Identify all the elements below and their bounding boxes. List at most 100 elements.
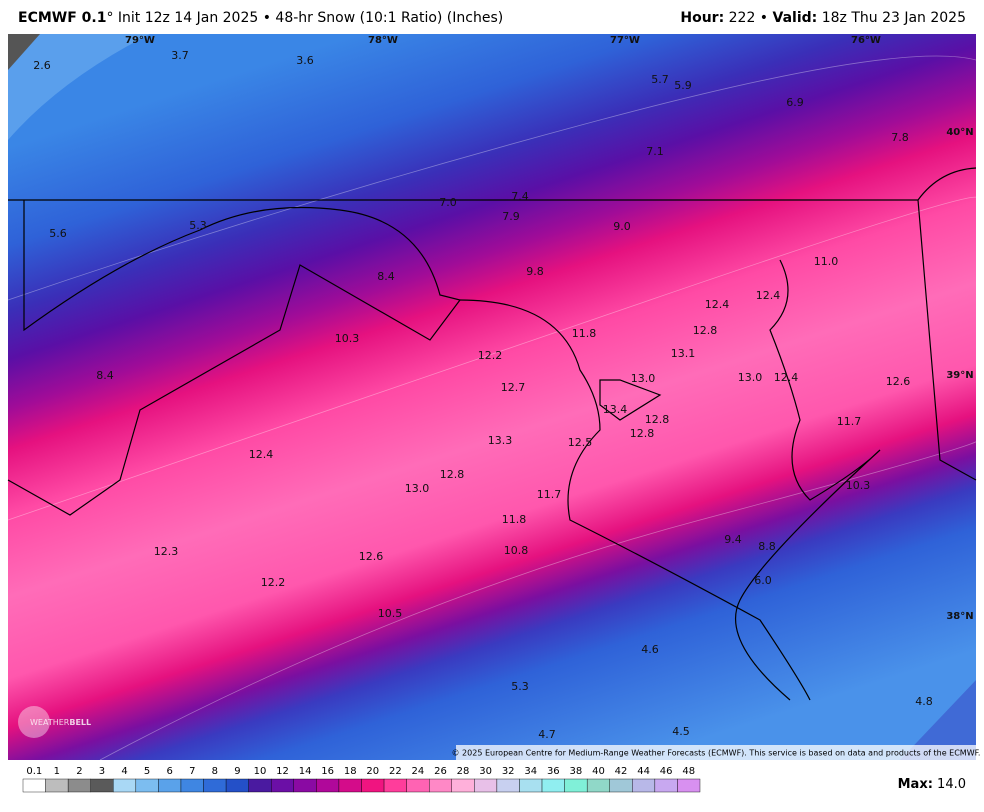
lat-label: 38°N: [946, 611, 973, 622]
snow-value: 11.7: [837, 415, 862, 428]
logo: WEATHERBELL: [30, 718, 91, 727]
colorbar-tick: 36: [547, 766, 560, 777]
snow-value: 6.0: [754, 574, 772, 587]
snow-value: 12.5: [568, 436, 593, 449]
color-swatch: [496, 778, 520, 793]
colorbar-tick: 34: [524, 766, 537, 777]
color-swatch: [22, 778, 46, 793]
color-swatch: [45, 778, 69, 793]
snow-value: 12.8: [693, 324, 718, 337]
color-swatch: [90, 778, 114, 793]
snow-value: 9.0: [613, 220, 631, 233]
colorbar-tick: 46: [660, 766, 673, 777]
lat-label: 40°N: [946, 127, 973, 138]
bay-shore: [735, 259, 881, 701]
colorbar-tick: 5: [144, 766, 150, 777]
colorbar-tick: 48: [682, 766, 695, 777]
colorbar-tick: 8: [212, 766, 218, 777]
snow-value: 12.8: [440, 468, 465, 481]
logo-part: WEATHER: [30, 718, 70, 727]
color-swatch: [451, 778, 475, 793]
snow-value: 4.8: [915, 695, 933, 708]
snow-value: 12.6: [886, 375, 911, 388]
snow-value: 4.7: [538, 728, 556, 741]
colorbar-tick: 9: [234, 766, 240, 777]
label: Valid:: [773, 10, 818, 26]
label: Max:: [898, 777, 933, 792]
lon-label: 76°W: [851, 35, 881, 46]
header-valid: Hour: 222 • Valid: 18z Thu 23 Jan 2025: [680, 10, 966, 26]
colorbar-tick: 40: [592, 766, 605, 777]
valid: 18z Thu 23 Jan 2025: [822, 10, 966, 26]
colorbar-tick: 22: [389, 766, 402, 777]
snow-value: 9.4: [724, 533, 742, 546]
snow-value: 6.9: [786, 96, 804, 109]
area: [900, 680, 976, 760]
lon-label: 77°W: [610, 35, 640, 46]
snow-value: 8.8: [758, 540, 776, 553]
color-swatch: [632, 778, 656, 793]
label: Hour:: [680, 10, 724, 26]
color-swatch: [474, 778, 498, 793]
color-swatch: [293, 778, 317, 793]
snow-value: 12.2: [478, 349, 503, 362]
snow-value: 7.4: [511, 190, 529, 203]
colorbar-tick: 42: [615, 766, 628, 777]
no-data: [8, 34, 40, 70]
map: © 2025 European Centre for Medium-Range …: [7, 34, 981, 761]
color-swatch: [135, 778, 159, 793]
snow-value: 13.3: [488, 434, 513, 447]
header-title: ECMWF 0.1° Init 12z 14 Jan 2025 • 48-hr …: [18, 10, 503, 26]
river-border: [459, 299, 811, 701]
model: ECMWF 0.1: [18, 10, 106, 26]
colorbar-tick: 4: [121, 766, 127, 777]
state-border: [8, 167, 977, 481]
color-swatch: [158, 778, 182, 793]
color-swatch: [225, 778, 249, 793]
snow-value: 4.6: [641, 643, 659, 656]
snow-value: 5.3: [511, 680, 529, 693]
snow-value: 3.7: [171, 49, 189, 62]
snow-value: 7.1: [646, 145, 664, 158]
color-swatch: [609, 778, 633, 793]
snow-value: 5.6: [49, 227, 67, 240]
snow-value: 11.8: [572, 327, 597, 340]
colorbar-tick: 10: [254, 766, 267, 777]
color-swatch: [180, 778, 204, 793]
snow-value: 5.3: [189, 219, 207, 232]
snow-value: 10.5: [378, 607, 403, 620]
colorbar-tick: 20: [366, 766, 379, 777]
color-swatch: [271, 778, 295, 793]
colorbar-tick: 2: [76, 766, 82, 777]
snow-value: 7.8: [891, 131, 909, 144]
logo-icon: [18, 706, 50, 738]
snow-value: 12.8: [645, 413, 670, 426]
colorbar-tick: 12: [276, 766, 289, 777]
colorbar-tick: 14: [299, 766, 312, 777]
snow-value: 11.8: [502, 513, 527, 526]
color-swatch: [519, 778, 543, 793]
color-swatch: [586, 778, 610, 793]
snow-value: 7.0: [439, 196, 457, 209]
colorbar-tick: 18: [344, 766, 357, 777]
lon-label: 78°W: [368, 35, 398, 46]
title: ° Init 12z 14 Jan 2025 • 48-hr Snow (10:…: [106, 10, 503, 26]
colorbar-tick: 28: [457, 766, 470, 777]
color-swatch: [248, 778, 272, 793]
snow-value: 12.4: [774, 371, 799, 384]
color-swatch: [429, 778, 452, 793]
lon-label: 79°W: [125, 35, 155, 46]
snow-value: 13.0: [631, 372, 656, 385]
snow-value: 13.0: [405, 482, 430, 495]
snow-value: 12.4: [756, 289, 781, 302]
state-border: [7, 200, 462, 516]
snow-value: 5.9: [674, 79, 692, 92]
snow-value: 5.7: [651, 73, 669, 86]
snow-value: 2.6: [33, 59, 51, 72]
colorbar-tick: 1: [54, 766, 60, 777]
colorbar: 0.1 1 2 3 4 5 6 7 8 9 10 12 14 16 18 20 22 24 26 28 30 32 34 36…: [22, 766, 701, 793]
copyright: © 2025 European Centre for Medium-Range …: [452, 749, 981, 758]
color-swatch: [406, 778, 430, 793]
snow-value: 13.0: [738, 371, 763, 384]
